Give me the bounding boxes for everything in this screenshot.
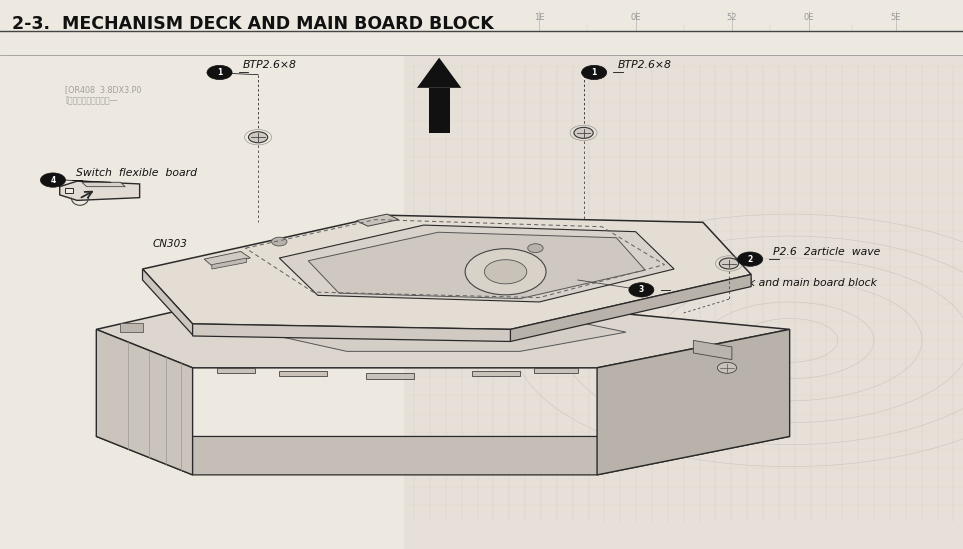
Circle shape (574, 127, 593, 138)
Circle shape (248, 132, 268, 143)
Circle shape (40, 173, 65, 187)
Polygon shape (510, 274, 751, 341)
Polygon shape (356, 214, 399, 226)
Polygon shape (60, 181, 140, 200)
Text: [薄影あてざきへモー―: [薄影あてざきへモー― (65, 96, 117, 104)
Polygon shape (82, 182, 125, 187)
Polygon shape (120, 323, 143, 332)
Polygon shape (96, 307, 790, 368)
Circle shape (484, 260, 527, 284)
Text: 0Ε: 0Ε (631, 13, 640, 22)
Circle shape (528, 244, 543, 253)
Text: 3: 3 (638, 285, 644, 294)
Polygon shape (204, 251, 250, 266)
Text: 2: 2 (747, 255, 753, 264)
Circle shape (629, 283, 654, 297)
Text: CN303: CN303 (152, 239, 187, 249)
Circle shape (465, 249, 546, 295)
Text: 4: 4 (50, 176, 56, 184)
Polygon shape (534, 368, 578, 373)
Text: BTP2.6×8: BTP2.6×8 (243, 60, 297, 70)
Polygon shape (212, 258, 247, 269)
Text: P2.6  2article  wave: P2.6 2article wave (773, 247, 881, 257)
FancyBboxPatch shape (404, 55, 963, 549)
Text: BTP2.6×8: BTP2.6×8 (617, 60, 671, 70)
Text: 2-3.  MECHANISM DECK AND MAIN BOARD BLOCK: 2-3. MECHANISM DECK AND MAIN BOARD BLOCK (12, 15, 493, 32)
Polygon shape (193, 324, 510, 341)
Polygon shape (597, 329, 790, 475)
Text: 52: 52 (727, 13, 737, 22)
Circle shape (717, 362, 737, 373)
Circle shape (719, 258, 739, 269)
Polygon shape (693, 340, 732, 360)
Polygon shape (96, 329, 193, 475)
Circle shape (207, 65, 232, 80)
Text: 0Ε: 0Ε (804, 13, 814, 22)
Circle shape (582, 65, 607, 80)
Polygon shape (217, 368, 255, 373)
Polygon shape (308, 232, 645, 299)
Polygon shape (279, 371, 327, 376)
Circle shape (738, 252, 763, 266)
Text: Switch  flexible  board: Switch flexible board (76, 168, 197, 178)
Polygon shape (279, 225, 674, 302)
Text: Mechanism deck and main board block: Mechanism deck and main board block (664, 278, 877, 288)
Polygon shape (417, 58, 461, 88)
Polygon shape (65, 188, 73, 193)
Text: 1: 1 (217, 68, 222, 77)
Polygon shape (366, 373, 414, 379)
Polygon shape (260, 314, 626, 351)
Polygon shape (143, 215, 751, 329)
FancyBboxPatch shape (429, 88, 450, 133)
Text: [OR408  3.8DX3.P0: [OR408 3.8DX3.P0 (65, 86, 142, 94)
Circle shape (272, 237, 287, 246)
Polygon shape (143, 269, 193, 335)
Text: 1: 1 (591, 68, 597, 77)
Polygon shape (96, 436, 790, 475)
Text: 1Ε: 1Ε (534, 13, 544, 22)
Polygon shape (472, 371, 520, 376)
Text: 5Ε: 5Ε (891, 13, 900, 22)
